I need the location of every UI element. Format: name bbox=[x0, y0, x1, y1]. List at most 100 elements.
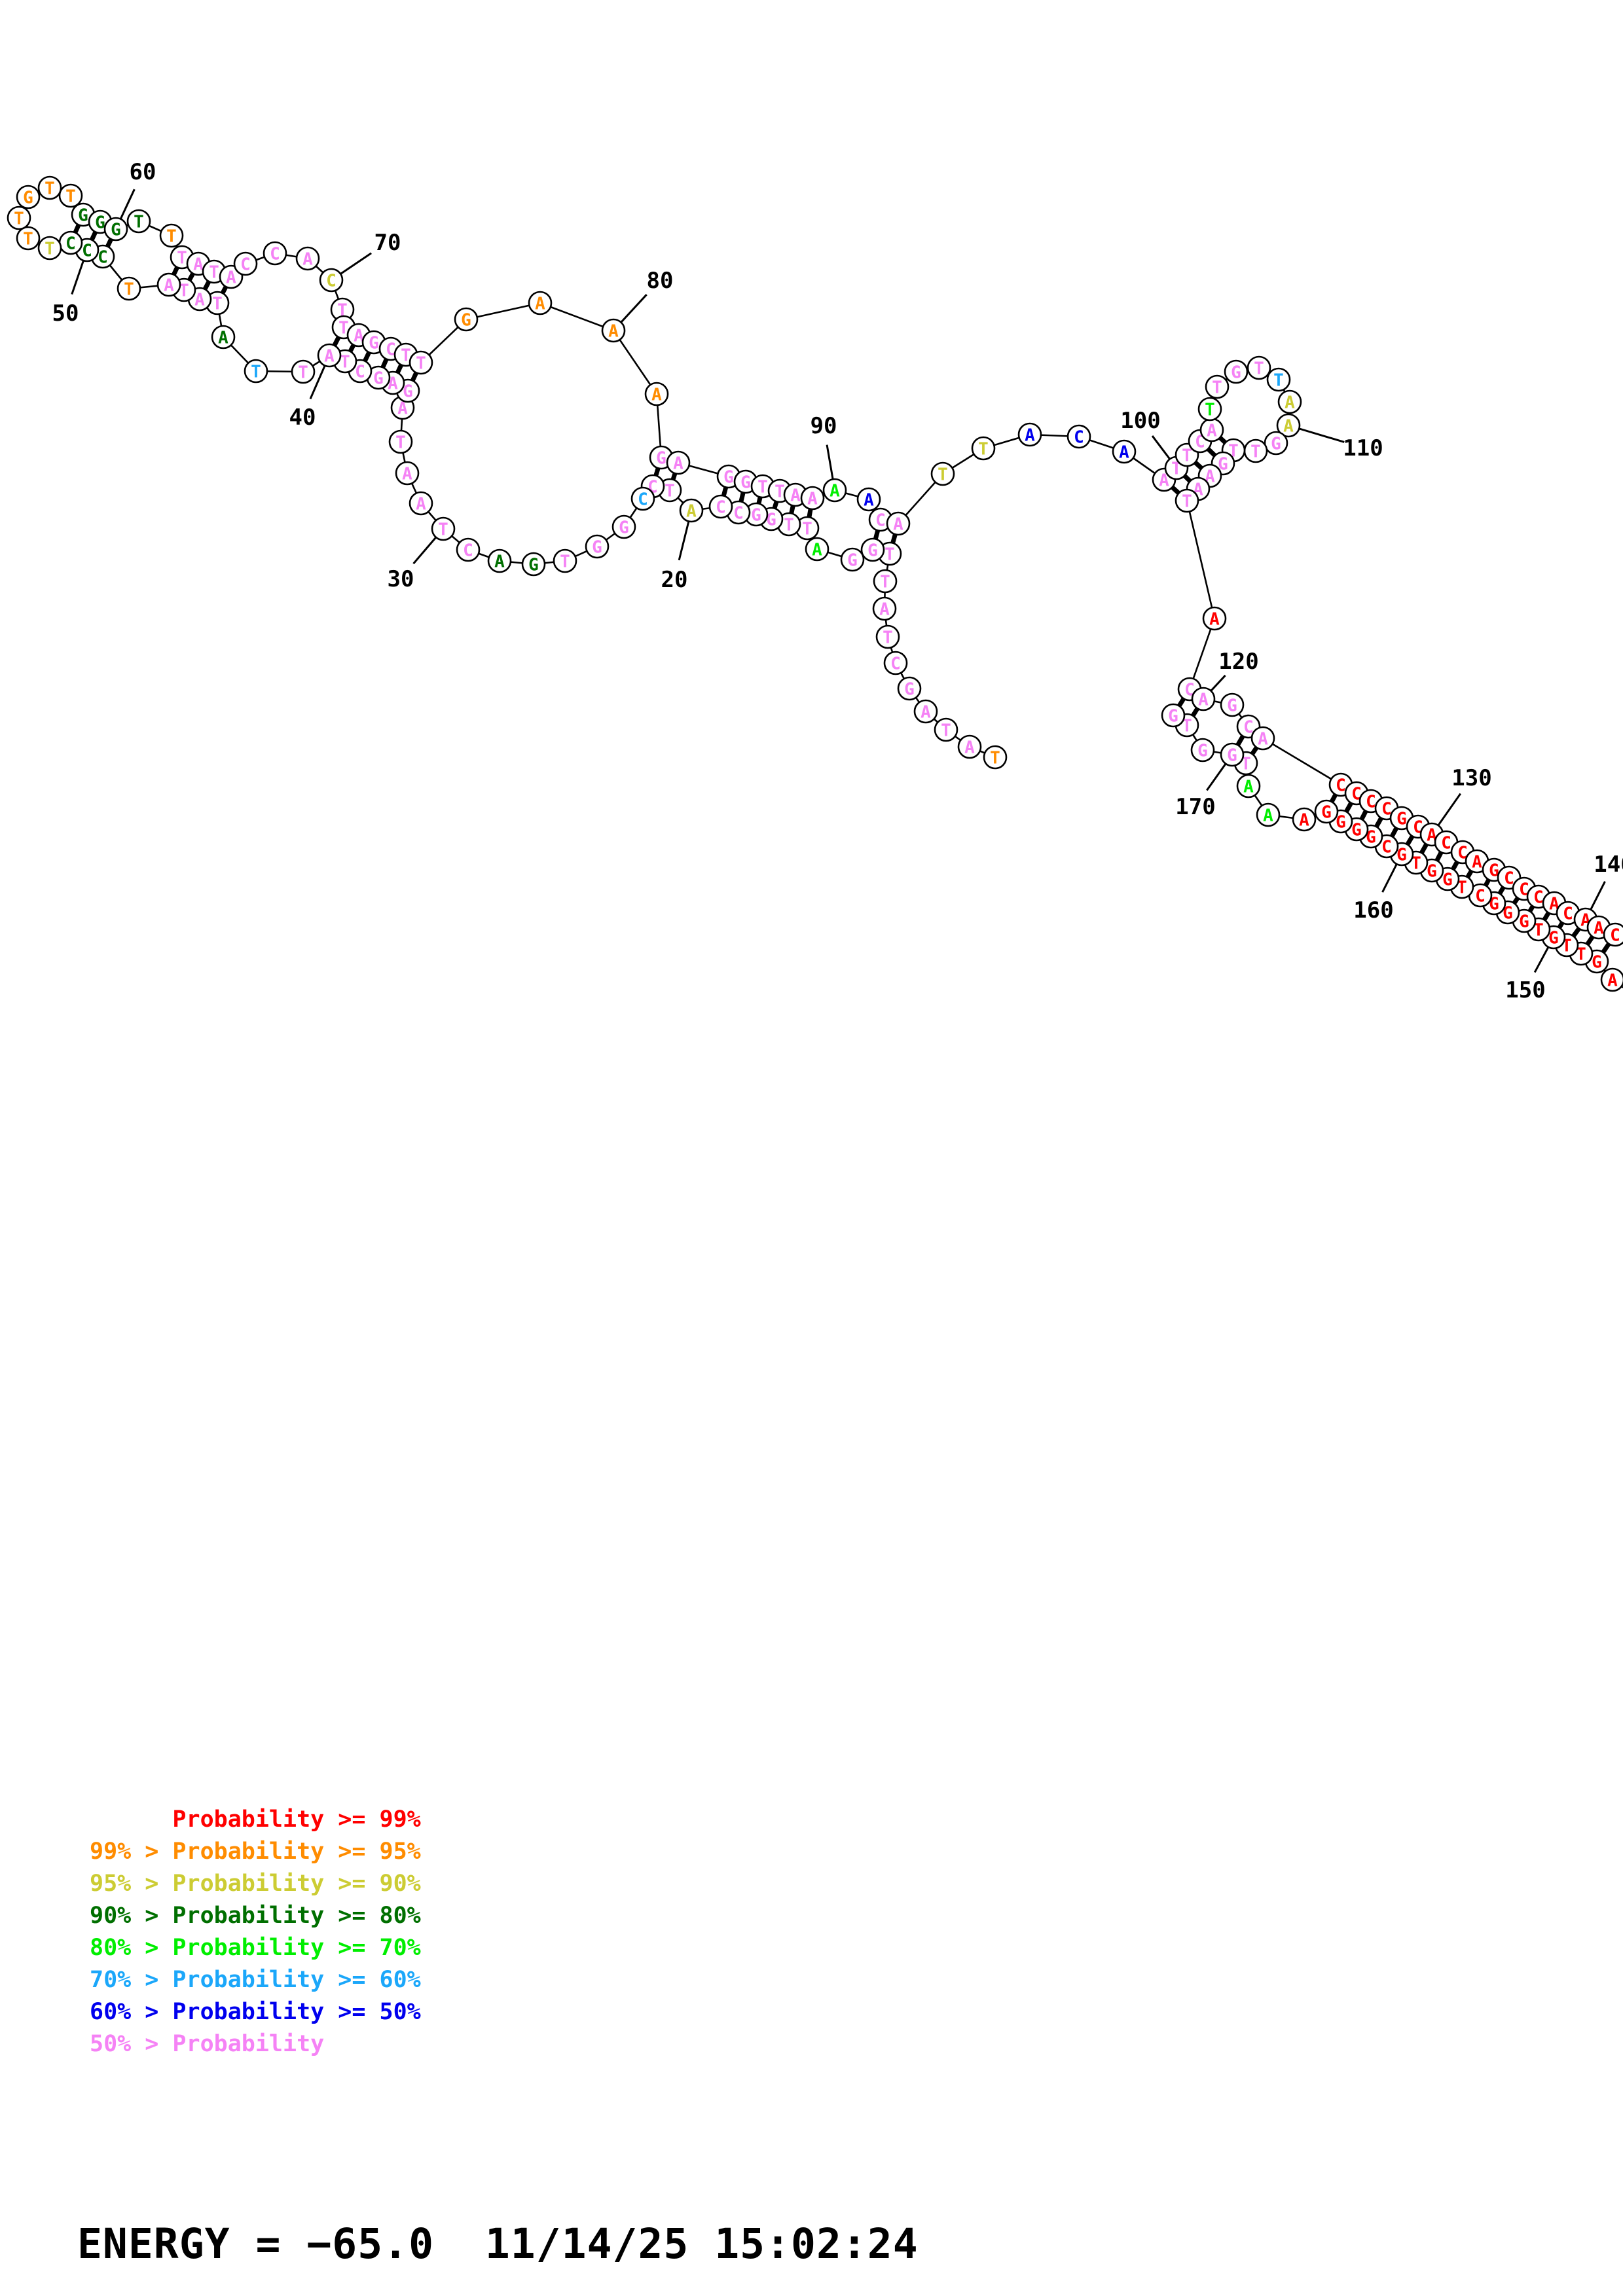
nucleotide-33: T bbox=[388, 429, 413, 454]
nucleotide-letter: C bbox=[82, 242, 92, 261]
nucleotide-circle bbox=[37, 175, 62, 200]
nucleotide-3: T bbox=[934, 717, 958, 742]
nucleotide-letter: T bbox=[395, 433, 406, 453]
nucleotide-letter: A bbox=[1198, 691, 1209, 710]
nucleotide-letter: G bbox=[1351, 821, 1362, 840]
nucleotide-53: T bbox=[16, 226, 41, 251]
nucleotide-6: C bbox=[883, 651, 908, 675]
nucleotide-letter: G bbox=[656, 449, 666, 469]
nucleotide-letter: G bbox=[1489, 861, 1499, 881]
nucleotide-letter: T bbox=[1457, 878, 1467, 898]
nucleotide-letter: G bbox=[619, 518, 629, 538]
nucleotide-20: A bbox=[679, 498, 704, 523]
nucleotide-158: G bbox=[1419, 858, 1444, 883]
nucleotide-167: A bbox=[1256, 802, 1281, 827]
nucleotide-68: C bbox=[263, 241, 287, 266]
nucleotide-circle bbox=[1175, 488, 1199, 513]
nucleotide-letter: G bbox=[1271, 435, 1281, 454]
nucleotide-letter: C bbox=[1519, 880, 1529, 900]
nucleotide-circle bbox=[103, 217, 128, 242]
nucleotide-80: A bbox=[601, 318, 626, 343]
nucleotide-letter: A bbox=[1594, 919, 1604, 939]
nucleotide-circle bbox=[875, 624, 900, 649]
nucleotide-letter: T bbox=[338, 319, 349, 338]
nucleotide-letter: C bbox=[733, 504, 744, 524]
nucleotide-1: T bbox=[983, 745, 1008, 770]
nucleotide-25: G bbox=[585, 534, 610, 559]
nucleotide-circle bbox=[805, 537, 830, 562]
nucleotide-letter: A bbox=[1283, 417, 1294, 437]
nucleotide-letter: T bbox=[665, 482, 675, 501]
nucleotide-letter: G bbox=[1548, 929, 1559, 948]
nucleotide-circle bbox=[58, 183, 83, 208]
nucleotide-letter: T bbox=[775, 482, 785, 502]
nucleotide-letter: C bbox=[463, 541, 473, 561]
nucleotide-letter: C bbox=[716, 498, 726, 518]
nucleotide-134: G bbox=[1482, 857, 1506, 882]
nucleotide-117: T bbox=[1175, 488, 1199, 513]
backbone-segment bbox=[1262, 737, 1341, 786]
nucleotide-circle bbox=[1256, 802, 1281, 827]
nucleotide-106: G bbox=[1224, 359, 1249, 384]
nucleotide-67: C bbox=[233, 251, 258, 276]
nucleotide-letter: T bbox=[1182, 717, 1192, 736]
nucleotide-letter: A bbox=[1258, 730, 1268, 749]
nucleotide-92: C bbox=[868, 507, 893, 532]
nucleotide-letter: G bbox=[1396, 810, 1407, 829]
nucleotide-letter: A bbox=[1263, 806, 1273, 826]
nucleotide-30: T bbox=[431, 516, 456, 541]
nucleotide-55: G bbox=[16, 185, 41, 209]
nucleotide-7: T bbox=[875, 624, 900, 649]
nucleotide-layer: TATAGCTATTGGATTGGCCATCCGGTGACTAATAGAGCTA… bbox=[7, 175, 1623, 992]
nucleotide-letter: C bbox=[355, 363, 365, 382]
nucleotide-letter: G bbox=[740, 473, 751, 493]
nucleotide-26: T bbox=[553, 548, 577, 573]
nucleotide-circle bbox=[317, 343, 342, 368]
nucleotide-62: T bbox=[159, 223, 184, 248]
nucleotide-letter: T bbox=[757, 478, 768, 497]
nucleotide-circle bbox=[708, 494, 733, 519]
nucleotide-letter: A bbox=[812, 541, 822, 560]
nucleotide-circle bbox=[244, 359, 268, 384]
nucleotide-60: G bbox=[103, 217, 128, 242]
nucleotide-circle bbox=[1250, 726, 1275, 751]
nucleotide-98: A bbox=[1112, 439, 1137, 464]
nucleotide-letter: A bbox=[1025, 426, 1035, 446]
nucleotide-letter: T bbox=[209, 263, 219, 283]
nucleotide-letter: A bbox=[494, 552, 505, 572]
nucleotide-circle bbox=[934, 717, 958, 742]
nucleotide-56: T bbox=[37, 175, 62, 200]
backbone-segment bbox=[1188, 618, 1216, 690]
nucleotide-41: T bbox=[291, 359, 316, 384]
nucleotide-letter: T bbox=[1411, 854, 1421, 874]
nucleotide-letter: C bbox=[1351, 785, 1362, 804]
nucleotide-letter: A bbox=[1299, 811, 1309, 831]
nucleotide-110: A bbox=[1276, 413, 1301, 438]
nucleotide-letter: G bbox=[95, 213, 105, 233]
position-label-150: 150 bbox=[1505, 977, 1545, 1003]
position-label-130: 130 bbox=[1451, 765, 1491, 791]
nucleotide-letter: A bbox=[1243, 778, 1254, 797]
nucleotide-letter: G bbox=[111, 221, 121, 240]
nucleotide-letter: C bbox=[326, 272, 337, 291]
nucleotide-94: T bbox=[930, 461, 955, 486]
energy-line: ENERGY = −65.0 11/14/25 15:02:24 bbox=[77, 2220, 919, 2268]
position-label-110: 110 bbox=[1343, 435, 1383, 461]
nucleotide-letter: T bbox=[251, 363, 261, 382]
nucleotide-letter: T bbox=[23, 230, 33, 249]
nucleotide-letter: G bbox=[1427, 862, 1437, 882]
nucleotide-letter: G bbox=[723, 468, 734, 488]
nucleotide-135: C bbox=[1497, 865, 1522, 890]
nucleotide-letter: G bbox=[592, 538, 602, 558]
nucleotide-letter: T bbox=[401, 346, 411, 366]
nucleotide-letter: A bbox=[1119, 443, 1129, 463]
position-label-100: 100 bbox=[1120, 408, 1160, 434]
nucleotide-163: G bbox=[1344, 817, 1369, 842]
nucleotide-circle bbox=[456, 537, 481, 562]
nucleotide-19: C bbox=[708, 494, 733, 519]
nucleotide-letter: A bbox=[226, 268, 236, 288]
nucleotide-circle bbox=[1603, 922, 1623, 947]
nucleotide-circle bbox=[611, 514, 636, 539]
nucleotide-letter: T bbox=[340, 353, 350, 372]
nucleotide-letter: A bbox=[1207, 422, 1217, 441]
